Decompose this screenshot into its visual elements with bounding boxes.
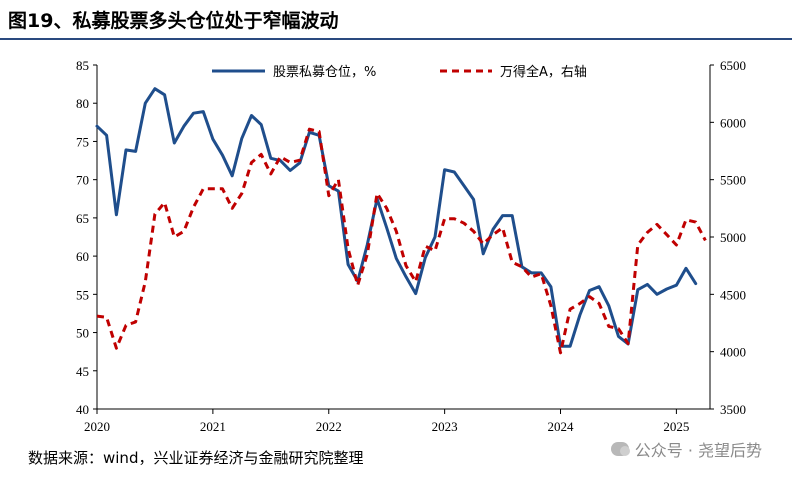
right-tick-label: 5500 [720,173,746,188]
left-tick-label: 40 [76,402,89,417]
left-tick-label: 80 [76,96,89,111]
left-tick-label: 60 [76,249,89,264]
chart-title: 图19、私募股票多头仓位处于窄幅波动 [8,10,339,32]
x-tick-label: 2022 [316,419,342,434]
title-bar: 图19、私募股票多头仓位处于窄幅波动 [0,0,792,40]
series-line-private-fund-position [95,87,698,348]
right-tick-label: 5000 [720,230,746,245]
x-tick-label: 2024 [548,419,575,434]
left-tick-label: 45 [76,364,89,379]
left-tick-label: 75 [76,134,89,149]
left-tick-label: 50 [76,326,89,341]
right-tick-label: 6000 [720,115,746,130]
x-tick-label: 2020 [84,419,110,434]
left-tick-label: 70 [76,173,89,188]
x-tick-label: 2021 [200,419,226,434]
right-tick-label: 3500 [720,402,746,417]
left-tick-label: 85 [76,58,89,73]
right-tick-label: 4500 [720,287,746,302]
series-line-wind-a-index [96,127,707,355]
x-tick-label: 2023 [432,419,458,434]
watermark: 公众号 · 尧望后势 [610,437,762,461]
left-tick-label: 65 [76,211,89,226]
right-tick-label: 6500 [720,58,746,73]
right-tick-label: 4000 [720,345,746,360]
left-tick-label: 55 [76,287,89,302]
watermark-text: 公众号 · 尧望后势 [634,441,762,460]
x-tick-label: 2025 [663,419,689,434]
chart: 40 45 50 55 60 65 70 75 80 85 3500 4000 4500 5000 5500… [76,58,746,434]
source-note: 数据来源：wind，兴业证券经济与金融研究院整理 [28,449,364,467]
legend-label: 股票私募仓位，% [273,65,376,80]
wechat-icon [610,442,630,456]
legend-label: 万得全A，右轴 [500,64,587,80]
